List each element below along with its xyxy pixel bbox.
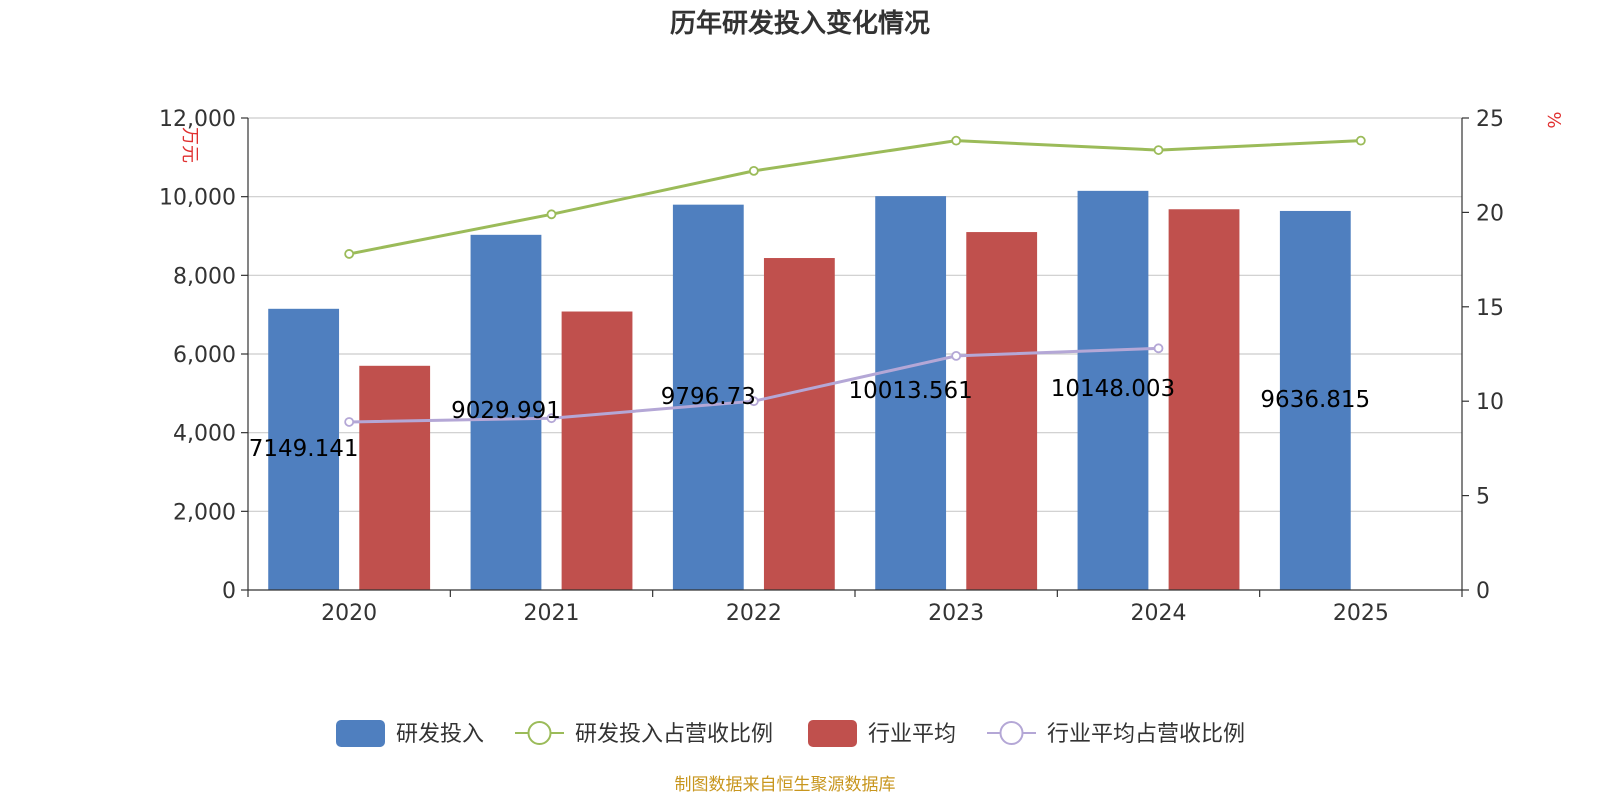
left-axis-unit: 万元 — [179, 127, 200, 163]
legend-label: 研发投入 — [396, 722, 484, 747]
rd-data-label: 10013.561 — [848, 378, 972, 404]
left-tick-label: 10,000 — [159, 186, 236, 211]
legend-item: 行业平均占营收比例 — [987, 721, 1245, 747]
right-tick-label: 10 — [1476, 390, 1504, 415]
x-tick-label: 2021 — [524, 601, 580, 626]
legend-label: 研发投入占营收比例 — [575, 722, 773, 747]
x-tick-label: 2022 — [726, 601, 782, 626]
legend-item: 研发投入 — [336, 720, 484, 747]
axes: 0 2,000 4,000 6,000 8,000 10,000 12,000 0 5 10 15 2… — [159, 107, 1504, 626]
rd-data-label: 9796.73 — [661, 384, 756, 410]
legend-item: 研发投入占营收比例 — [515, 721, 773, 747]
source-note: 制图数据来自恒生聚源数据库 — [675, 775, 896, 795]
legend-marker — [527, 721, 552, 745]
x-tick-label: 2023 — [928, 601, 984, 626]
data-labels: 7149.141 9029.991 9796.73 10013.561 10148.00… — [249, 376, 1370, 462]
rd-bar — [470, 234, 542, 590]
rd-bar — [1279, 210, 1351, 590]
rd-data-label: 10148.003 — [1051, 376, 1175, 402]
right-tick-label: 25 — [1476, 107, 1504, 132]
line-point — [1153, 343, 1164, 354]
rd-ratio-line — [348, 139, 1361, 256]
x-tick-label: 2020 — [321, 601, 377, 626]
legend-bar-swatch — [808, 720, 857, 747]
left-tick-label: 0 — [222, 579, 236, 604]
industry-bar — [359, 365, 431, 590]
line-point — [748, 396, 759, 407]
left-tick-label: 8,000 — [173, 264, 236, 289]
left-tick-label: 2,000 — [173, 500, 236, 525]
line-point — [344, 417, 355, 427]
rd-bar — [268, 308, 340, 590]
line-point — [546, 209, 557, 220]
left-tick-label: 4,000 — [173, 422, 236, 447]
line-point — [344, 249, 355, 259]
chart-title: 历年研发投入变化情况 — [670, 8, 930, 39]
right-tick-label: 20 — [1476, 201, 1504, 226]
line-point — [1153, 145, 1164, 155]
legend-label: 行业平均占营收比例 — [1047, 722, 1245, 747]
lines — [344, 135, 1366, 427]
legend: 研发投入 研发投入占营收比例 行业平均 行业平均占营收比例 — [336, 720, 1245, 747]
legend-label: 行业平均 — [868, 722, 956, 747]
line-point — [748, 165, 759, 176]
bars — [268, 190, 1351, 591]
legend-item: 行业平均 — [808, 720, 956, 747]
line-point — [951, 135, 962, 146]
rd-data-label: 9636.815 — [1260, 387, 1370, 413]
rd-data-label: 9029.991 — [451, 398, 561, 424]
line-point — [546, 413, 557, 424]
x-tick-label: 2025 — [1333, 601, 1389, 626]
rd-bar — [672, 204, 744, 590]
line-point — [951, 350, 962, 361]
line-point — [1355, 135, 1366, 146]
right-axis-unit: % — [1543, 111, 1564, 128]
rd-bar — [1077, 190, 1149, 590]
right-tick-label: 0 — [1476, 579, 1490, 604]
industry-bar — [763, 258, 835, 590]
left-tick-label: 6,000 — [173, 343, 236, 368]
industry-bar — [561, 311, 633, 590]
rd-bar — [875, 196, 947, 590]
legend-marker — [999, 721, 1024, 745]
grid-lines — [248, 117, 1462, 512]
right-tick-label: 15 — [1476, 296, 1504, 321]
right-tick-label: 5 — [1476, 485, 1490, 510]
x-tick-label: 2024 — [1131, 601, 1187, 626]
industry-bar — [1168, 209, 1240, 590]
legend-bar-swatch — [336, 720, 385, 747]
left-tick-label: 12,000 — [159, 107, 236, 132]
industry-bar — [966, 232, 1038, 591]
rd-data-label: 7149.141 — [249, 436, 359, 462]
